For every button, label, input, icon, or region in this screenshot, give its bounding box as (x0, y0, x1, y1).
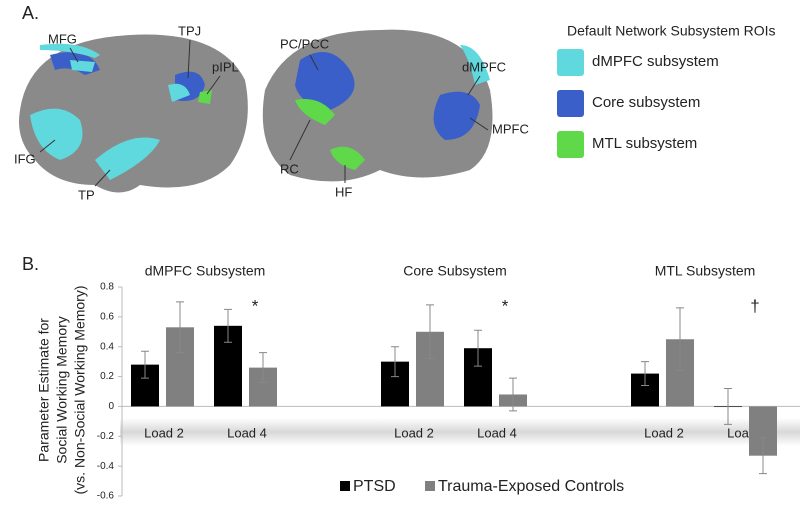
roi-label: RC (280, 161, 299, 176)
legend-swatch (557, 90, 584, 117)
roi-label: PC/PCC (280, 36, 329, 51)
legend-title: Default Network Subsystem ROIs (567, 23, 776, 39)
roi-label: HF (335, 184, 352, 199)
legend-label: Trauma-Exposed Controls (438, 478, 624, 495)
roi-label: TPJ (178, 23, 201, 38)
roi-label: IFG (14, 151, 36, 166)
y-tick-label: 0.6 (100, 311, 114, 322)
roi-label: MPFC (492, 121, 529, 136)
y-tick-label: 0 (108, 401, 114, 412)
x-tick-label: Load 2 (144, 425, 184, 440)
error-bar (474, 329, 482, 367)
roi-legend: dMPFC subsystem Core subsystem MTL subsyst… (557, 49, 719, 158)
group-title: Core Subsystem (403, 263, 506, 279)
y-tick-label: 0.2 (100, 371, 114, 382)
chart: B. -0.6 -0.4 -0.2 0 0.2 0.4 0.6 0.8 Parameter Est… (22, 254, 800, 502)
x-tick-label: Load 2 (394, 425, 434, 440)
group-title: MTL Subsystem (655, 263, 756, 279)
error-bar (676, 307, 684, 372)
panel-label: A. (22, 3, 39, 23)
x-tick-label: Load 4 (227, 425, 267, 440)
brain-lateral (19, 34, 248, 193)
x-tick-label: Load 4 (477, 425, 517, 440)
legend-swatch (340, 481, 350, 491)
y-tick-label: -0.4 (97, 461, 115, 472)
legend-label: dMPFC subsystem (592, 53, 719, 70)
legend-swatch (557, 131, 584, 158)
roi-label: TP (78, 187, 95, 202)
error-bar (259, 352, 267, 384)
error-bar (224, 308, 232, 343)
x-tick-label: Load 2 (644, 425, 684, 440)
legend-swatch (425, 481, 435, 491)
y-axis-label: (vs. Non-Social Working Memory) (72, 285, 88, 494)
error-bar (176, 301, 184, 354)
significance: * (502, 296, 509, 315)
legend-swatch (557, 49, 584, 76)
error-bar (641, 361, 649, 387)
significance: † (750, 296, 759, 315)
roi-label: pIPL (212, 59, 239, 74)
pointer-lines (39, 39, 489, 187)
roi-label: MFG (48, 31, 77, 46)
error-bar (426, 304, 434, 360)
error-bar (141, 350, 149, 379)
y-tick-label: -0.2 (97, 431, 115, 442)
error-bar (391, 346, 399, 378)
roi-label: dMPFC (462, 59, 506, 74)
error-bar (724, 388, 732, 425)
y-tick-label: -0.6 (97, 491, 115, 502)
group-title: dMPFC Subsystem (145, 263, 266, 279)
y-tick-label: 0.4 (100, 341, 114, 352)
label-band (120, 418, 800, 446)
legend-label: MTL subsystem (592, 135, 697, 152)
error-bar (759, 437, 767, 475)
y-axis-label: Social Working Memory (54, 316, 70, 464)
y-axis-label: Parameter Estimate for (36, 318, 52, 462)
panel-label: B. (22, 254, 39, 274)
significance: * (252, 296, 259, 315)
y-tick-label: 0.8 (100, 282, 114, 293)
brain-medial (262, 29, 493, 182)
legend-label: Core subsystem (592, 94, 700, 111)
error-bar (509, 377, 517, 412)
legend-label: PTSD (353, 478, 396, 495)
